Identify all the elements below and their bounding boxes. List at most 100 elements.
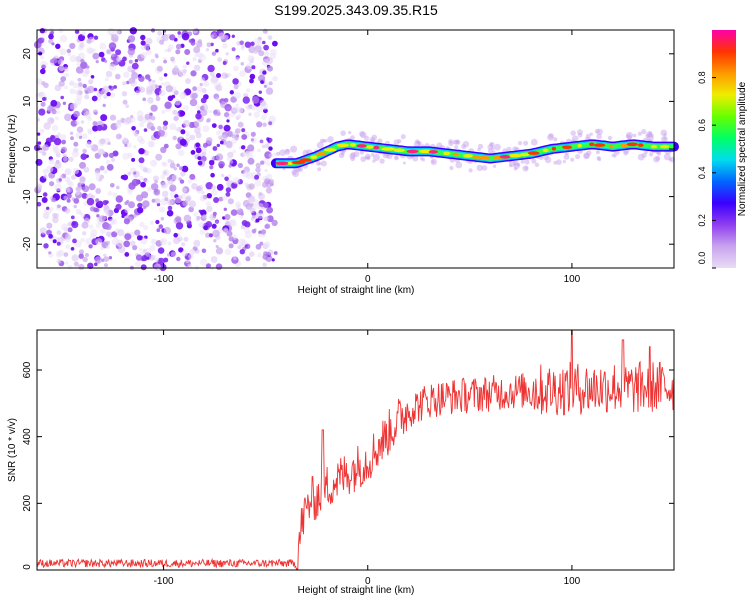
noise-speckle — [258, 90, 262, 94]
noise-speckle — [124, 252, 130, 257]
track-peak — [520, 152, 530, 157]
noise-speckle — [70, 136, 74, 141]
noise-speckle — [147, 97, 154, 104]
noise-speckle — [205, 201, 211, 207]
noise-speckle — [195, 147, 202, 154]
noise-speckle — [145, 180, 150, 184]
noise-speckle — [69, 103, 76, 110]
track-peak — [323, 148, 337, 152]
track-halo — [596, 128, 603, 135]
noise-speckle — [174, 65, 178, 70]
noise-speckle — [160, 181, 167, 188]
noise-speckle — [71, 221, 79, 229]
track-peak — [356, 144, 367, 148]
noise-speckle — [263, 251, 268, 256]
noise-speckle — [257, 148, 261, 153]
track-halo — [660, 129, 668, 137]
noise-speckle — [100, 228, 106, 234]
noise-speckle — [263, 44, 269, 51]
noise-speckle — [240, 212, 244, 216]
colorbar-tick-label: 0.2 — [697, 214, 707, 227]
noise-speckle — [41, 197, 48, 203]
noise-speckle — [266, 206, 273, 214]
snr-y-label: SNR (10 * v/v) — [7, 418, 18, 482]
noise-speckle — [189, 98, 198, 107]
noise-speckle — [221, 195, 228, 201]
noise-speckle — [66, 186, 74, 193]
noise-speckle — [163, 59, 168, 64]
noise-speckle — [42, 168, 49, 175]
colorbar-gradient — [712, 30, 736, 268]
noise-speckle — [72, 82, 79, 89]
noise-speckle — [179, 179, 185, 184]
noise-speckle — [215, 244, 219, 249]
noise-speckle — [48, 251, 52, 255]
y-tick-label: 10 — [22, 95, 33, 107]
noise-speckle — [67, 227, 73, 233]
noise-speckle — [218, 135, 223, 140]
noise-speckle — [183, 236, 189, 242]
track-peak — [287, 161, 293, 166]
noise-speckle — [249, 78, 254, 84]
noise-speckle — [185, 133, 191, 140]
noise-speckle — [210, 156, 215, 161]
noise-speckle — [252, 214, 256, 219]
noise-speckle — [197, 185, 204, 191]
noise-speckle — [212, 229, 220, 238]
noise-speckle — [90, 229, 98, 236]
noise-speckle — [140, 237, 148, 245]
noise-speckle — [150, 58, 155, 64]
noise-speckle — [201, 248, 207, 254]
noise-speckle — [210, 172, 215, 178]
noise-speckle — [244, 243, 251, 249]
noise-speckle — [212, 146, 218, 151]
noise-speckle — [216, 73, 221, 78]
noise-speckle — [79, 135, 83, 139]
noise-speckle — [215, 84, 223, 92]
noise-speckle — [226, 116, 231, 120]
noise-speckle — [86, 38, 92, 44]
noise-speckle — [213, 109, 218, 115]
spectrogram-y-label: Frequency (Hz) — [7, 115, 18, 184]
noise-speckle — [265, 160, 271, 167]
noise-speckle — [66, 179, 72, 185]
noise-speckle — [241, 134, 248, 140]
noise-speckle — [260, 114, 267, 121]
noise-speckle — [157, 125, 162, 131]
noise-speckle — [211, 123, 217, 128]
noise-speckle — [123, 218, 130, 225]
noise-speckle — [205, 182, 213, 190]
noise-speckle — [273, 251, 278, 255]
snr-x-label: Height of straight line (km) — [298, 585, 415, 596]
noise-speckle — [48, 158, 55, 165]
noise-speckle — [226, 141, 233, 149]
noise-speckle — [103, 94, 108, 99]
noise-speckle — [187, 179, 192, 184]
snr-series-line — [36, 329, 675, 570]
noise-speckle — [140, 264, 147, 271]
noise-speckle — [73, 198, 80, 204]
noise-speckle — [59, 34, 68, 43]
track-halo — [632, 133, 637, 138]
noise-speckle — [229, 219, 237, 227]
noise-speckle — [251, 96, 260, 104]
noise-speckle — [39, 128, 45, 134]
noise-speckle — [145, 252, 150, 257]
track-halo — [548, 133, 554, 139]
noise-speckle — [86, 65, 90, 69]
noise-speckle — [155, 96, 161, 102]
noise-speckle — [217, 57, 223, 63]
noise-speckle — [141, 118, 147, 124]
spectrogram-x-label: Height of straight line (km) — [298, 285, 415, 296]
noise-speckle — [200, 77, 205, 82]
noise-speckle — [49, 59, 55, 64]
noise-speckle — [235, 205, 241, 211]
noise-speckle — [206, 42, 212, 48]
noise-speckle — [229, 160, 234, 164]
noise-speckle — [61, 223, 69, 231]
track-peak — [637, 143, 644, 147]
noise-speckle — [53, 137, 62, 146]
noise-speckle — [193, 64, 201, 72]
noise-speckle — [103, 205, 111, 213]
noise-speckle — [108, 42, 117, 50]
